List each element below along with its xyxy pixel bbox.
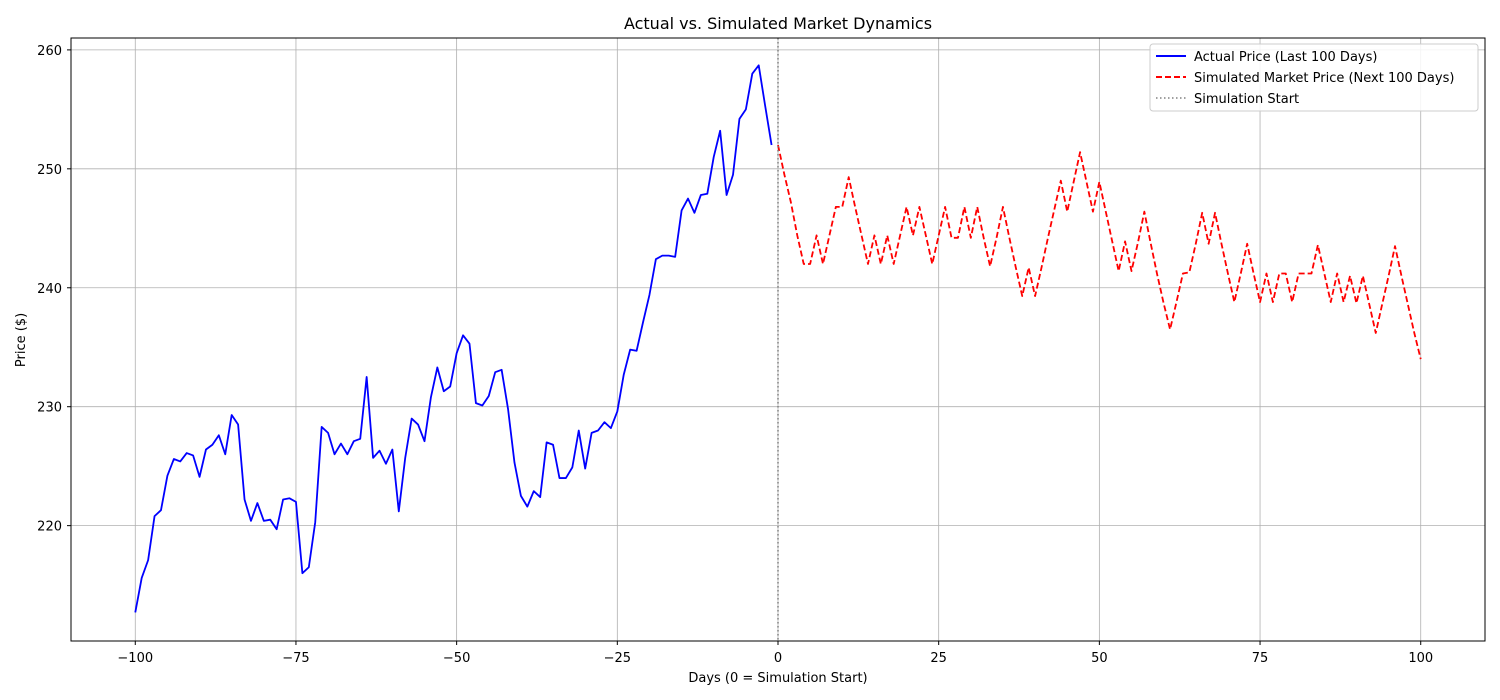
x-tick-label: −25 — [604, 651, 631, 666]
simulated-price-line — [777, 144, 1422, 360]
x-tick-label: −100 — [117, 651, 153, 666]
legend-box — [1149, 43, 1479, 112]
x-tick-label: 50 — [1091, 651, 1108, 666]
y-tick-label: 260 — [37, 44, 62, 59]
y-tick-label: 250 — [37, 163, 62, 178]
legend-label-actual: Actual Price (Last 100 Days) — [1194, 50, 1377, 65]
y-tick-label: 240 — [37, 282, 62, 297]
x-tick-label: 25 — [930, 651, 947, 666]
x-tick-label: −50 — [443, 651, 470, 666]
actual-price-line — [134, 64, 773, 613]
axis-ticks: −100 −75 −50 −25 0 25 50 75 100 220 230 240 250 260 — [37, 44, 1433, 666]
y-tick-label: 230 — [37, 401, 62, 416]
x-axis-label: Days (0 = Simulation Start) — [688, 671, 867, 686]
legend: Actual Price (Last 100 Days) Simulated M… — [1149, 43, 1479, 112]
legend-label-simulated: Simulated Market Price (Next 100 Days) — [1194, 71, 1454, 86]
legend-label-simulation-start: Simulation Start — [1194, 92, 1299, 107]
x-tick-label: −75 — [282, 651, 309, 666]
x-tick-label: 0 — [774, 651, 782, 666]
chart-title: Actual vs. Simulated Market Dynamics — [624, 14, 932, 33]
grid-lines — [71, 38, 1485, 641]
x-tick-label: 100 — [1408, 651, 1433, 666]
y-axis-label: Price ($) — [14, 313, 29, 367]
series-layer — [134, 38, 1422, 641]
x-tick-label: 75 — [1252, 651, 1269, 666]
y-tick-label: 220 — [37, 520, 62, 535]
